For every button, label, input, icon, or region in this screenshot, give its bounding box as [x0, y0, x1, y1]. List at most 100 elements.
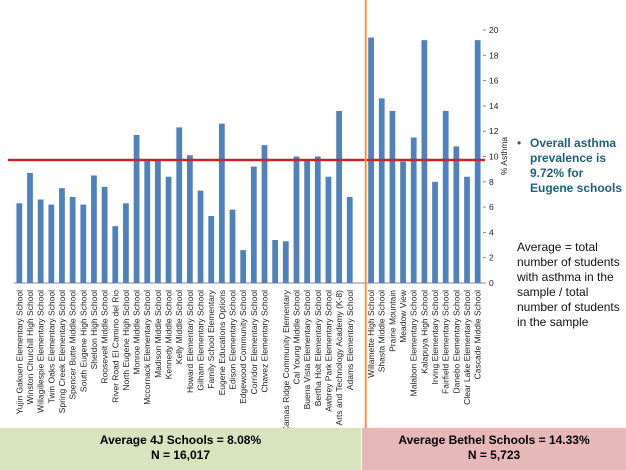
x-tick-label: Cal Young Middle School	[291, 290, 301, 385]
group-n: N = 5,723	[467, 448, 521, 462]
group-n: N = 16,017	[150, 448, 211, 462]
y-tick-label: 12	[489, 126, 499, 136]
x-tick-label: Sheldon High School	[89, 290, 99, 370]
x-tick-label: Spencer Butte Middle School	[68, 290, 78, 400]
bar	[474, 40, 481, 284]
y-tick-label: 14	[489, 101, 499, 111]
x-tick-label: Gilham Elementary School	[196, 290, 206, 391]
x-tick-label: Shasta Middle School	[377, 290, 387, 372]
bar	[48, 204, 55, 283]
x-tick-label: Prairie Mountain	[387, 290, 397, 352]
bar	[453, 146, 460, 283]
bar	[91, 175, 97, 283]
bar	[197, 190, 204, 283]
x-tick-label: Howard Elementary School	[185, 290, 195, 393]
bar	[208, 215, 215, 283]
bar	[261, 145, 268, 283]
bar	[59, 188, 65, 283]
bar	[378, 98, 385, 283]
x-tick-label: Irving Elementary School	[430, 290, 440, 385]
x-tick-label: Chavez Elementary School	[259, 290, 269, 393]
x-tick-label: Malabon Elementary School	[409, 290, 419, 396]
x-tick-label: Camas Ridge Community Elementary	[281, 289, 291, 428]
bar	[133, 134, 140, 283]
y-tick-label: 8	[489, 177, 494, 187]
note: Overall asthma prevalence is 9.72% for E…	[530, 136, 623, 195]
bar	[37, 199, 44, 283]
x-tick-label: Cascade Middle School	[473, 290, 483, 379]
bullet: •	[517, 136, 522, 150]
bar	[272, 239, 279, 283]
bar	[155, 160, 161, 283]
bar	[80, 204, 87, 283]
bar	[400, 161, 406, 283]
x-tick-label: Adams Elementary School	[345, 290, 355, 390]
bar	[240, 250, 247, 283]
x-tick-label: Kennedy Middle School	[164, 290, 174, 379]
y-tick-label: 10	[489, 152, 499, 162]
bar	[218, 123, 225, 283]
bar	[325, 176, 332, 283]
bar	[314, 156, 321, 283]
x-tick-label: Edison Elementary School	[228, 290, 238, 390]
x-tick-label: Kalapuya High School	[419, 290, 429, 374]
y-tick-label: 20	[489, 25, 499, 35]
x-tick-label: Willamette High School	[366, 290, 376, 378]
bar	[27, 172, 33, 283]
y-tick-label: 4	[489, 227, 494, 237]
y-tick-label: 16	[489, 76, 499, 86]
bar	[432, 181, 438, 283]
x-tick-label: Willagillespie Elementary School	[36, 290, 46, 413]
bar	[389, 110, 396, 284]
bar	[176, 127, 183, 283]
bar	[336, 110, 342, 284]
y-tick-label: 18	[489, 50, 499, 60]
x-tick-label: Spring Creek Elementary School	[57, 290, 67, 413]
bar	[293, 156, 300, 283]
bar	[69, 196, 76, 283]
bar	[123, 203, 129, 283]
x-tick-label: Yujin Gakuen Elementary School	[14, 290, 24, 414]
x-tick-label: Corridor Elementary School	[249, 290, 259, 395]
bar	[229, 209, 236, 283]
bar	[101, 186, 108, 283]
bar	[346, 196, 353, 283]
bar	[16, 203, 23, 283]
x-tick-label: River Road El Camino del Rio	[110, 290, 120, 403]
y-tick-label: 6	[489, 202, 494, 212]
x-tick-label: Meadow View	[398, 289, 408, 343]
x-tick-label: Mccornack Elementary School	[142, 290, 152, 405]
bar	[112, 226, 119, 283]
x-tick-label: Kelly Middle School	[174, 290, 184, 364]
x-tick-label: Arts and Technology Academy (K-8)	[334, 290, 344, 426]
x-tick-label: Fairfield Elementary School	[441, 290, 451, 394]
x-tick-label: Edgewood Community School	[238, 290, 248, 404]
bar	[464, 176, 470, 283]
x-tick-label: Family School Elementary	[206, 289, 216, 388]
group-label: Average 4J Schools = 8.08%	[99, 433, 262, 447]
y-tick-label: 2	[489, 253, 494, 263]
group-box: Average 4J Schools = 8.08% N = 16,017	[0, 428, 361, 470]
group-label: Average Bethel Schools = 14.33%	[398, 433, 590, 447]
x-tick-label: Monroe Middle School	[132, 290, 142, 375]
x-tick-label: South Eugene High School	[78, 290, 88, 392]
chart: % Asthma 0 2 4 6 8 10 12 14 16 18 20 Yujin Gakuen E…	[8, 0, 509, 428]
x-tick-label: Winston Churchill High School	[25, 290, 35, 404]
bar	[304, 159, 311, 283]
y-axis-label: % Asthma	[499, 137, 509, 176]
bar	[144, 160, 151, 283]
bar	[282, 241, 289, 283]
bar	[442, 110, 449, 284]
bar	[410, 137, 417, 283]
definition: Average = total number of students with …	[517, 240, 620, 329]
x-tick-label: Danebo Elementary School	[451, 290, 461, 394]
x-tick-label: Madison Middle School	[153, 290, 163, 378]
bar	[165, 176, 172, 283]
x-tick-label: Roosevelt Middle School	[100, 290, 110, 384]
group-box: Average Bethel Schools = 14.33% N = 5,723	[362, 428, 626, 470]
x-tick-label: Buena Vista Elementary School	[302, 290, 312, 409]
bar	[186, 155, 193, 283]
x-tick-label: Clear Lake Elementary School	[462, 290, 472, 405]
x-tick-label: Bertha Holt Elementary School	[313, 290, 323, 406]
